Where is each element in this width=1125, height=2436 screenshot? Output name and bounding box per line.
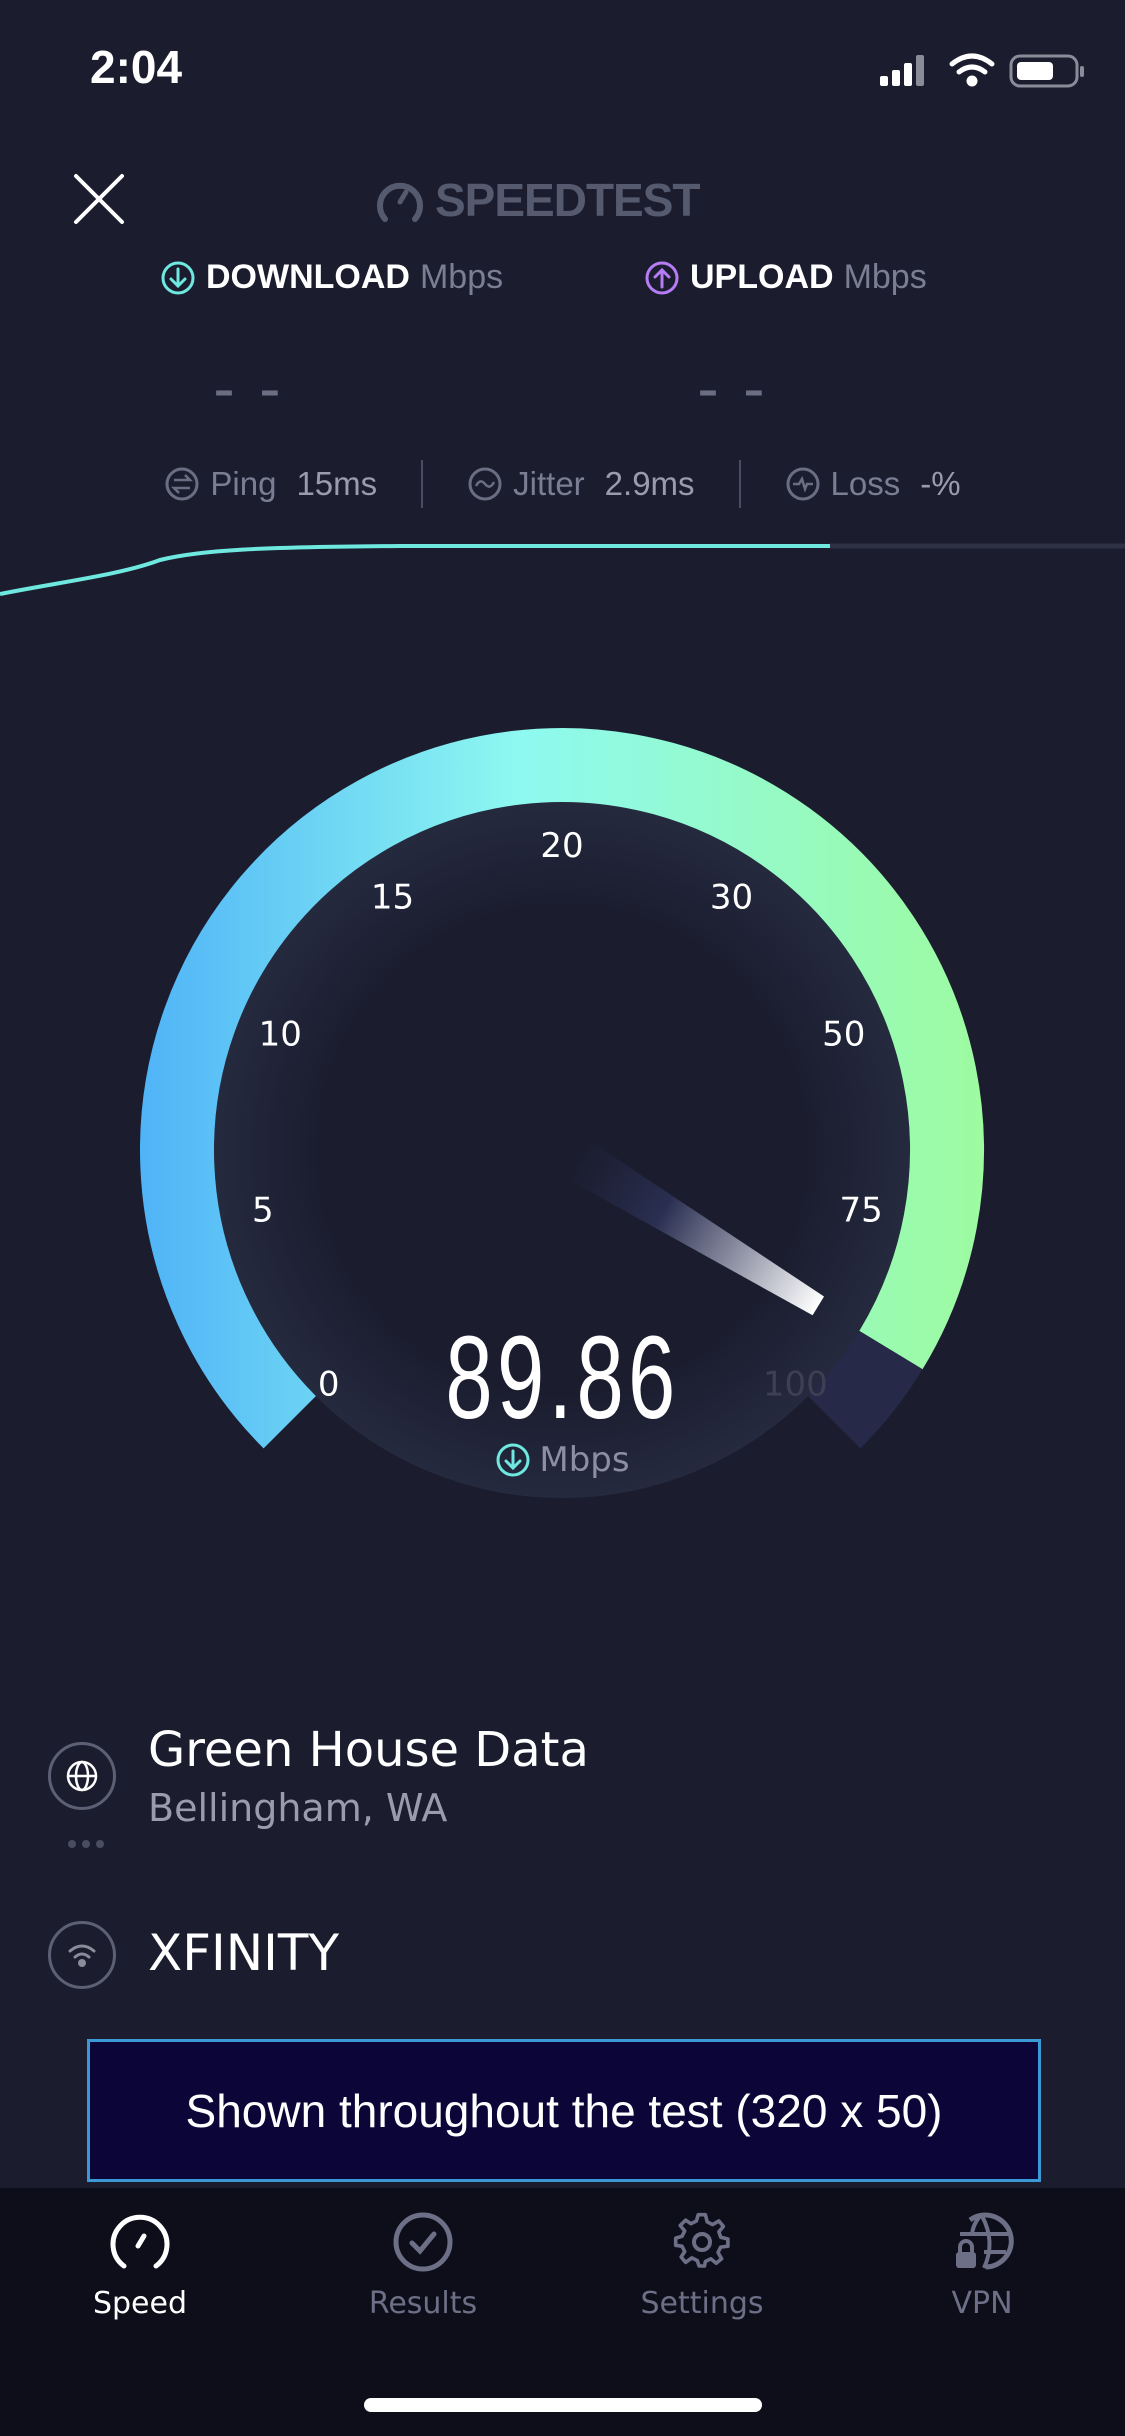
gauge-arc-remaining	[807, 1330, 923, 1449]
jitter-stat: Jitter 2.9ms	[423, 465, 738, 503]
gauge-tick-label: 50	[822, 1014, 865, 1054]
tab-speed[interactable]: Speed	[40, 2212, 240, 2321]
gauge-tick-label: 100	[763, 1364, 828, 1404]
close-icon[interactable]	[72, 172, 126, 226]
gauge-arc-filled	[140, 728, 984, 1449]
loss-stat: Loss -%	[741, 465, 1005, 503]
status-icons	[880, 53, 1084, 88]
upload-label: UPLOAD	[690, 258, 834, 296]
battery-icon	[1009, 54, 1084, 88]
download-icon	[161, 261, 195, 294]
more-dots-icon	[68, 1840, 104, 1848]
tab-label: Settings	[640, 2286, 764, 2321]
globe-icon	[48, 1742, 116, 1810]
upload-unit: Mbps	[843, 258, 927, 296]
ad-banner[interactable]: Shown throughout the test (320 x 50)	[87, 2039, 1041, 2182]
gauge-tick-label: 0	[318, 1364, 340, 1404]
ping-stat: Ping 15ms	[120, 465, 421, 503]
unit-label: Mbps	[539, 1440, 630, 1480]
speedometer-icon	[110, 2214, 170, 2269]
tab-vpn[interactable]: VPN	[882, 2212, 1082, 2321]
stats-row: Ping 15ms Jitter 2.9ms Loss -%	[0, 460, 1125, 508]
gauge-tick-label: 20	[540, 826, 583, 866]
loss-label: Loss	[830, 465, 901, 502]
gauge-tick-label: 15	[371, 877, 414, 917]
speed-gauge: 0 5 10 15 20 30 50 75 100	[0, 543, 1125, 1498]
tab-label: Speed	[92, 2286, 188, 2321]
divider	[738, 460, 741, 508]
vpn-globe-lock-icon	[956, 2212, 1014, 2270]
tab-label: VPN	[951, 2286, 1013, 2321]
server-selector[interactable]	[48, 1742, 116, 1810]
tab-results[interactable]: Results	[323, 2212, 523, 2321]
loss-value: -%	[920, 465, 961, 502]
upload-value: – –	[698, 368, 770, 414]
home-indicator[interactable]	[364, 2398, 762, 2412]
cellular-signal-icon	[880, 55, 924, 86]
ping-value: 15ms	[296, 465, 378, 502]
logo-text: SPEEDTEST	[435, 174, 701, 226]
gauge-tick-label: 30	[710, 877, 753, 917]
tab-bar	[0, 2188, 1125, 2436]
ad-text: Shown throughout the test (320 x 50)	[185, 2084, 943, 2137]
gauge-dial	[214, 802, 910, 1498]
download-label: DOWNLOAD	[206, 258, 410, 296]
download-unit: Mbps	[419, 258, 504, 296]
gauge-needle	[567, 1141, 825, 1316]
tab-label: Results	[368, 2286, 478, 2321]
checkmark-circle-icon	[393, 2212, 453, 2272]
download-icon	[496, 1443, 530, 1477]
isp-name: XFINITY	[148, 1924, 339, 1982]
ping-icon	[165, 467, 199, 501]
download-value: – –	[214, 368, 286, 414]
wifi-icon	[949, 53, 995, 87]
isp-info	[48, 1921, 116, 1989]
gauge-tick-label: 10	[259, 1014, 302, 1054]
ping-label: Ping	[210, 465, 277, 502]
gauge-tick-label: 75	[840, 1191, 883, 1231]
upload-header: UPLOAD Mbps	[644, 258, 927, 297]
current-speed-unit: Mbps	[0, 1440, 1125, 1480]
jitter-icon	[468, 467, 502, 501]
download-header: DOWNLOAD Mbps	[160, 258, 503, 297]
gauge-tick-label: 5	[252, 1191, 274, 1231]
server-name[interactable]: Green House Data	[148, 1722, 589, 1778]
jitter-label: Jitter	[513, 465, 585, 502]
loss-icon	[786, 467, 820, 501]
speedtest-logo: SPEEDTEST	[375, 170, 701, 230]
gear-icon	[673, 2212, 730, 2268]
server-location: Bellingham, WA	[148, 1786, 448, 1830]
tab-settings[interactable]: Settings	[602, 2212, 802, 2321]
wifi-icon	[48, 1921, 116, 1989]
jitter-value: 2.9ms	[604, 465, 695, 502]
download-progress-graph	[0, 544, 830, 596]
upload-icon	[645, 261, 679, 294]
speedometer-logo-icon	[377, 182, 423, 222]
current-speed-value: 89.86	[445, 1312, 680, 1444]
divider	[421, 460, 424, 508]
status-time: 2:04	[90, 41, 183, 93]
